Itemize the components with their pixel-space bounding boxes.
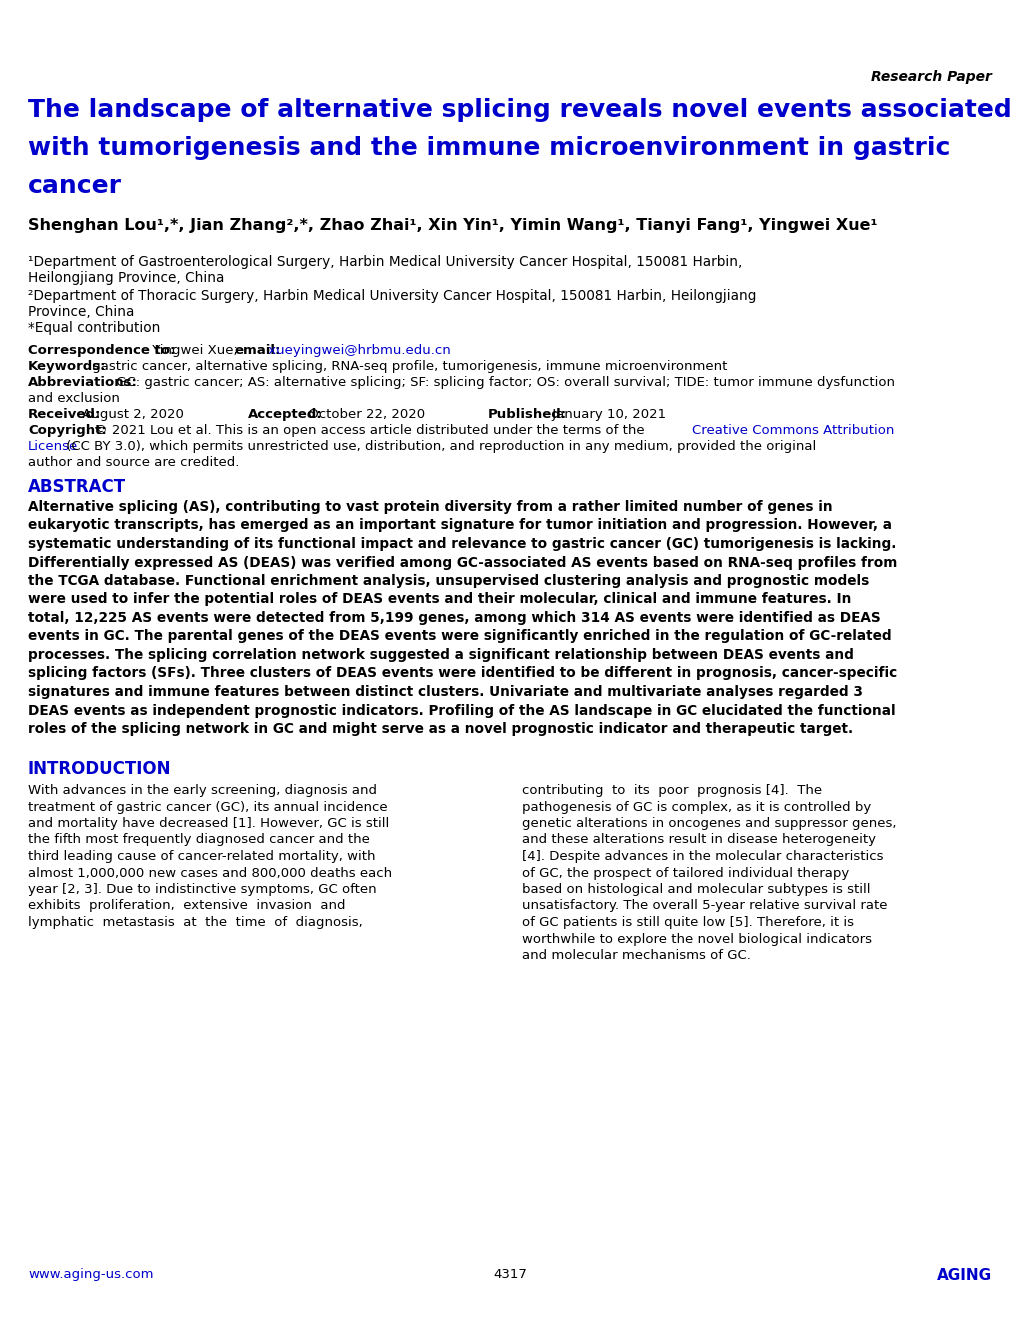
Text: genetic alterations in oncogenes and suppressor genes,: genetic alterations in oncogenes and sup… <box>522 817 896 830</box>
Text: total, 12,225 AS events were detected from 5,199 genes, among which 314 AS event: total, 12,225 AS events were detected fr… <box>28 611 879 624</box>
Text: worthwhile to explore the novel biological indicators: worthwhile to explore the novel biologic… <box>522 932 871 945</box>
Text: Creative Commons Attribution: Creative Commons Attribution <box>691 424 894 437</box>
Text: Copyright:: Copyright: <box>28 424 107 437</box>
Text: GC: gastric cancer; AS: alternative splicing; SF: splicing factor; OS: overall s: GC: gastric cancer; AS: alternative spli… <box>112 376 894 389</box>
Text: October 22, 2020: October 22, 2020 <box>304 408 425 421</box>
Text: gastric cancer, alternative splicing, RNA-seq profile, tumorigenesis, immune mic: gastric cancer, alternative splicing, RN… <box>88 360 727 374</box>
Text: Correspondence to:: Correspondence to: <box>28 345 175 356</box>
Text: Heilongjiang Province, China: Heilongjiang Province, China <box>28 271 224 285</box>
Text: ¹Department of Gastroenterological Surgery, Harbin Medical University Cancer Hos: ¹Department of Gastroenterological Surge… <box>28 255 742 269</box>
Text: AGING: AGING <box>936 1269 991 1283</box>
Text: year [2, 3]. Due to indistinctive symptoms, GC often: year [2, 3]. Due to indistinctive sympto… <box>28 883 376 896</box>
Text: DEAS events as independent prognostic indicators. Profiling of the AS landscape : DEAS events as independent prognostic in… <box>28 704 895 718</box>
Text: events in GC. The parental genes of the DEAS events were significantly enriched : events in GC. The parental genes of the … <box>28 630 891 643</box>
Text: lymphatic  metastasis  at  the  time  of  diagnosis,: lymphatic metastasis at the time of diag… <box>28 916 363 929</box>
Text: Keywords:: Keywords: <box>28 360 106 374</box>
Text: processes. The splicing correlation network suggested a significant relationship: processes. The splicing correlation netw… <box>28 648 853 663</box>
Text: with tumorigenesis and the immune microenvironment in gastric: with tumorigenesis and the immune microe… <box>28 136 950 160</box>
Text: the fifth most frequently diagnosed cancer and the: the fifth most frequently diagnosed canc… <box>28 833 370 846</box>
Text: License: License <box>28 440 78 453</box>
Text: January 10, 2021: January 10, 2021 <box>547 408 665 421</box>
Text: Research Paper: Research Paper <box>870 70 991 84</box>
Text: exhibits  proliferation,  extensive  invasion  and: exhibits proliferation, extensive invasi… <box>28 899 345 912</box>
Text: signatures and immune features between distinct clusters. Univariate and multiva: signatures and immune features between d… <box>28 685 862 700</box>
Text: author and source are credited.: author and source are credited. <box>28 455 239 469</box>
Text: Abbreviations:: Abbreviations: <box>28 376 138 389</box>
Text: splicing factors (SFs). Three clusters of DEAS events were identified to be diff: splicing factors (SFs). Three clusters o… <box>28 667 897 681</box>
Text: and exclusion: and exclusion <box>28 392 120 405</box>
Text: ABSTRACT: ABSTRACT <box>28 478 126 496</box>
Text: treatment of gastric cancer (GC), its annual incidence: treatment of gastric cancer (GC), its an… <box>28 800 387 813</box>
Text: With advances in the early screening, diagnosis and: With advances in the early screening, di… <box>28 784 377 797</box>
Text: pathogenesis of GC is complex, as it is controlled by: pathogenesis of GC is complex, as it is … <box>522 800 870 813</box>
Text: [4]. Despite advances in the molecular characteristics: [4]. Despite advances in the molecular c… <box>522 850 882 863</box>
Text: (CC BY 3.0), which permits unrestricted use, distribution, and reproduction in a: (CC BY 3.0), which permits unrestricted … <box>62 440 815 453</box>
Text: The landscape of alternative splicing reveals novel events associated: The landscape of alternative splicing re… <box>28 98 1011 121</box>
Text: AGING 2021, Vol. 13, No. 3: AGING 2021, Vol. 13, No. 3 <box>763 25 991 40</box>
Text: August 2, 2020: August 2, 2020 <box>77 408 183 421</box>
Text: Differentially expressed AS (DEAS) was verified among GC-associated AS events ba: Differentially expressed AS (DEAS) was v… <box>28 556 897 569</box>
Text: systematic understanding of its functional impact and relevance to gastric cance: systematic understanding of its function… <box>28 537 896 550</box>
Text: almost 1,000,000 new cases and 800,000 deaths each: almost 1,000,000 new cases and 800,000 d… <box>28 866 391 879</box>
Text: Yingwei Xue;: Yingwei Xue; <box>148 345 242 356</box>
Text: roles of the splicing network in GC and might serve as a novel prognostic indica: roles of the splicing network in GC and … <box>28 722 852 737</box>
Text: unsatisfactory. The overall 5-year relative survival rate: unsatisfactory. The overall 5-year relat… <box>522 899 887 912</box>
Text: the TCGA database. Functional enrichment analysis, unsupervised clustering analy: the TCGA database. Functional enrichment… <box>28 574 868 587</box>
Text: were used to infer the potential roles of DEAS events and their molecular, clini: were used to infer the potential roles o… <box>28 593 851 606</box>
Text: eukaryotic transcripts, has emerged as an important signature for tumor initiati: eukaryotic transcripts, has emerged as a… <box>28 519 892 532</box>
Text: *Equal contribution: *Equal contribution <box>28 321 160 335</box>
Text: ²Department of Thoracic Surgery, Harbin Medical University Cancer Hospital, 1500: ²Department of Thoracic Surgery, Harbin … <box>28 289 756 304</box>
Text: and molecular mechanisms of GC.: and molecular mechanisms of GC. <box>522 949 750 962</box>
Text: third leading cause of cancer-related mortality, with: third leading cause of cancer-related mo… <box>28 850 375 863</box>
Text: Alternative splicing (AS), contributing to vast protein diversity from a rather : Alternative splicing (AS), contributing … <box>28 500 832 513</box>
Text: Published:: Published: <box>487 408 567 421</box>
Text: INTRODUCTION: INTRODUCTION <box>28 760 171 777</box>
Text: www.aging-us.com: www.aging-us.com <box>28 1269 153 1280</box>
Text: cancer: cancer <box>28 174 122 198</box>
Text: xueyingwei@hrbmu.edu.cn: xueyingwei@hrbmu.edu.cn <box>264 345 450 356</box>
Text: 4317: 4317 <box>492 1269 527 1280</box>
Text: email:: email: <box>233 345 280 356</box>
Text: and these alterations result in disease heterogeneity: and these alterations result in disease … <box>522 833 875 846</box>
Text: and mortality have decreased [1]. However, GC is still: and mortality have decreased [1]. Howeve… <box>28 817 389 830</box>
Text: of GC patients is still quite low [5]. Therefore, it is: of GC patients is still quite low [5]. T… <box>522 916 853 929</box>
Text: www.aging-us.com: www.aging-us.com <box>28 25 190 40</box>
Text: based on histological and molecular subtypes is still: based on histological and molecular subt… <box>522 883 869 896</box>
Text: Shenghan Lou¹,*, Jian Zhang²,*, Zhao Zhai¹, Xin Yin¹, Yimin Wang¹, Tianyi Fang¹,: Shenghan Lou¹,*, Jian Zhang²,*, Zhao Zha… <box>28 218 876 234</box>
Text: Province, China: Province, China <box>28 305 135 319</box>
Text: Accepted:: Accepted: <box>248 408 322 421</box>
Text: Received:: Received: <box>28 408 101 421</box>
Text: contributing  to  its  poor  prognosis [4].  The: contributing to its poor prognosis [4]. … <box>522 784 821 797</box>
Text: © 2021 Lou et al. This is an open access article distributed under the terms of : © 2021 Lou et al. This is an open access… <box>90 424 648 437</box>
Text: of GC, the prospect of tailored individual therapy: of GC, the prospect of tailored individu… <box>522 866 849 879</box>
